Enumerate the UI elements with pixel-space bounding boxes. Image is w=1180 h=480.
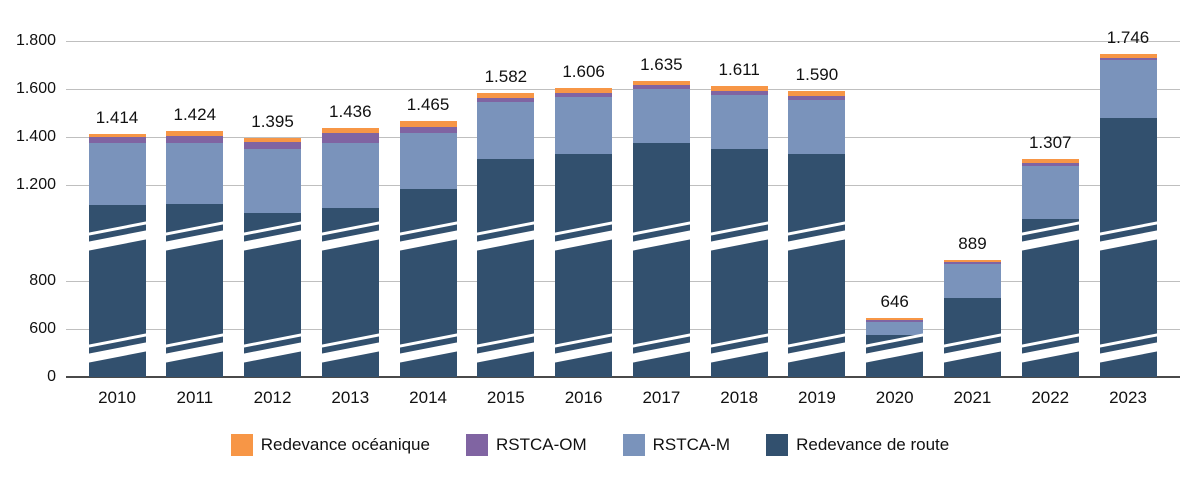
bar-segment-2022 (1021, 163, 1079, 166)
legend: Redevance océanique RSTCA-OM RSTCA-M Red… (0, 434, 1180, 456)
y-tick-label: 1.200 (15, 176, 56, 193)
gridline-1.400 (66, 137, 1180, 138)
x-axis-label-2022: 2022 (1031, 388, 1070, 407)
x-axis-label-2023: 2023 (1109, 388, 1147, 407)
bar-segment-2018 (710, 95, 768, 149)
y-tick-label: 1.600 (15, 80, 56, 97)
bar-segment-2011 (166, 131, 224, 136)
bar-total-label-2010: 1.414 (95, 107, 139, 127)
bar-segment-2014 (399, 127, 457, 134)
x-axis-label-2013: 2013 (331, 388, 370, 407)
bar-total-label-2023: 1.746 (1106, 27, 1150, 47)
bar-segment-2019 (788, 91, 846, 97)
bar-segment-2019 (788, 99, 846, 154)
gridline-1.600 (66, 89, 1180, 90)
y-tick-label: 1.400 (15, 128, 56, 145)
bar-segment-2022 (1021, 165, 1079, 219)
bar-total-label-2016: 1.606 (562, 61, 605, 81)
legend-label-rstca-om: RSTCA-OM (495, 435, 587, 454)
bar-segment-2023 (1099, 60, 1157, 118)
bar-segment-2023 (1099, 58, 1157, 61)
x-axis-label-2020: 2020 (875, 388, 914, 407)
legend-swatch-rstca-m (622, 434, 645, 456)
legend-swatch-rstca-om (465, 434, 488, 456)
bar-segment-2023 (1099, 53, 1157, 59)
bar-segment-2012 (244, 149, 302, 213)
bar-segment-2022 (1021, 159, 1079, 164)
bar-segment-2016 (555, 93, 613, 98)
bar-total-label-2012: 1.395 (251, 112, 294, 132)
bar-total-label-2013: 1.436 (329, 102, 372, 122)
y-tick-label: 0 (47, 368, 56, 385)
bar-segment-2020 (866, 320, 924, 322)
bar-segment-2010 (88, 137, 146, 143)
bar-segment-2013 (321, 133, 379, 143)
gridline-600 (66, 329, 1180, 330)
bar-segment-2017 (632, 80, 690, 86)
bar-total-label-2021: 889 (958, 233, 987, 253)
bar-segment-2017 (632, 85, 690, 89)
y-tick-label: 600 (29, 320, 56, 337)
bar-segment-2021 (943, 264, 1001, 298)
bar-segment-2013 (321, 143, 379, 208)
legend-label-rstca-m: RSTCA-M (652, 435, 731, 454)
bar-segment-2019 (788, 96, 846, 100)
bar-segment-2020 (866, 321, 924, 336)
gridline-1.200 (66, 185, 1180, 186)
bar-segment-2015 (477, 102, 535, 159)
bar-segment-2015 (477, 98, 535, 103)
bar-segment-2014 (399, 121, 457, 128)
x-axis-line (66, 376, 1180, 378)
bar-segment-2021 (943, 262, 1001, 265)
legend-swatch-redevance-de-route (766, 434, 789, 456)
legend-item-redevance-oceanique: Redevance océanique (230, 434, 430, 456)
bar-segment-2010 (88, 142, 146, 205)
legend-item-rstca-m: RSTCA-M (622, 434, 731, 456)
bar-segment-2012 (244, 142, 302, 149)
x-axis-label-2021: 2021 (953, 388, 992, 407)
bar-segment-2010 (88, 133, 146, 138)
bar-total-label-2020: 646 (880, 291, 909, 311)
bar-total-label-2015: 1.582 (484, 67, 528, 87)
legend-swatch-redevance-oceanique (230, 434, 253, 456)
x-axis-label-2016: 2016 (564, 388, 603, 407)
y-tick-label: 800 (29, 272, 56, 289)
x-axis-label-2015: 2015 (486, 388, 525, 407)
legend-item-rstca-om: RSTCA-OM (465, 434, 587, 456)
bar-segment-2012 (244, 138, 302, 143)
bar-segment-2014 (399, 133, 457, 189)
bar-segment-2018 (710, 86, 768, 92)
x-axis-label-2010: 2010 (98, 388, 136, 407)
x-axis-label-2017: 2017 (642, 388, 681, 407)
y-tick-label: 1.800 (15, 32, 56, 49)
bar-segment-2015 (477, 93, 535, 99)
bar-segment-2018 (710, 91, 768, 95)
bar-total-label-2011: 1.424 (173, 105, 217, 125)
legend-label-redevance-de-route: Redevance de route (796, 435, 950, 454)
bar-total-label-2014: 1.465 (406, 95, 450, 115)
legend-item-redevance-de-route: Redevance de route (766, 434, 949, 456)
bar-total-label-2019: 1.590 (795, 65, 839, 85)
x-axis-label-2019: 2019 (798, 388, 836, 407)
legend-label-redevance-oceanique: Redevance océanique (260, 435, 430, 454)
bar-total-label-2018: 1.611 (718, 60, 760, 80)
bar-segment-2020 (866, 317, 924, 321)
bar-total-label-2017: 1.635 (640, 54, 683, 74)
gridline-800 (66, 281, 1180, 282)
x-axis-label-2012: 2012 (253, 388, 292, 407)
x-axis-label-2018: 2018 (720, 388, 759, 407)
bar-segment-2013 (321, 128, 379, 134)
bar-segment-2011 (166, 135, 224, 143)
bar-segment-2021 (943, 259, 1001, 263)
x-axis-label-2014: 2014 (409, 388, 447, 407)
bar-segment-2016 (555, 87, 613, 94)
bar-segment-2011 (166, 143, 224, 205)
gridline-1.800 (66, 41, 1180, 42)
bar-segment-2016 (555, 97, 613, 154)
bar-segment-2017 (632, 89, 690, 143)
bar-total-label-2022: 1.307 (1028, 133, 1072, 153)
x-axis-label-2011: 2011 (176, 388, 214, 407)
